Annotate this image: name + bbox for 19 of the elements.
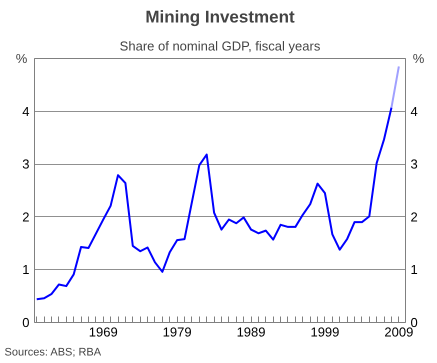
- chart-subtitle: Share of nominal GDP, fiscal years: [120, 38, 321, 54]
- y-tick-label: 3: [22, 156, 30, 172]
- y-tick-label: 4: [22, 104, 30, 119]
- x-tick-label: 1999: [310, 324, 340, 340]
- y-tick-label: 1: [22, 262, 30, 278]
- x-tick-label: 1969: [88, 324, 118, 340]
- y-axis-title: %: [16, 51, 28, 66]
- y2-tick-label: 4: [410, 104, 418, 119]
- y2-tick-label: 1: [410, 262, 418, 278]
- source-note: Sources: ABS; RBA: [4, 346, 102, 358]
- x-tick-label: 1989: [236, 324, 266, 340]
- chart-title: Mining Investment: [145, 8, 295, 26]
- y2-axis-title: %: [412, 51, 425, 66]
- y2-tick-label: 2: [410, 209, 418, 224]
- y2-tick-label: 3: [410, 156, 418, 172]
- y-tick-label: 2: [22, 209, 30, 224]
- line-series: [36, 106, 392, 300]
- x-tick-label: 1979: [162, 324, 192, 340]
- y-tick-label: 0: [22, 315, 30, 330]
